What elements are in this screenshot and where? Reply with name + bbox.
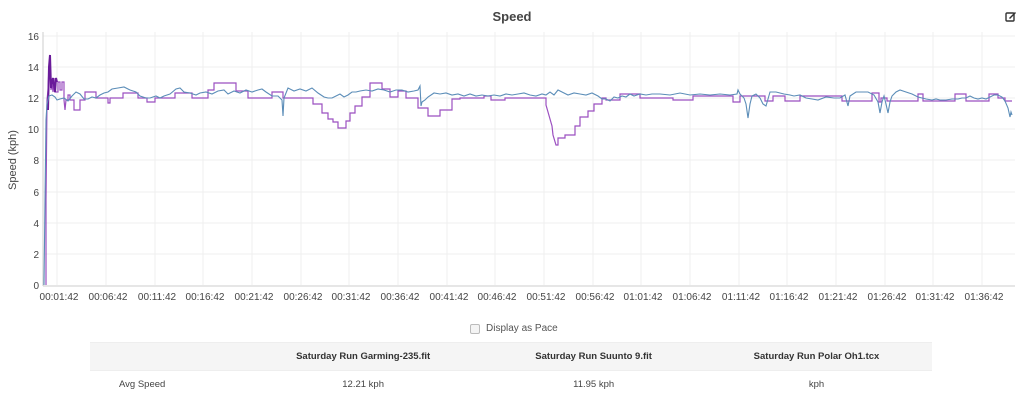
svg-text:00:31:42: 00:31:42 [332,292,371,303]
svg-text:01:31:42: 01:31:42 [916,292,955,303]
svg-text:6: 6 [33,188,39,199]
avg-speed-suunto: 11.95 kph [573,379,615,390]
svg-text:4: 4 [33,219,39,230]
display-as-pace-toggle[interactable]: Display as Pace [470,323,558,334]
svg-text:12: 12 [28,94,40,105]
svg-text:00:11:42: 00:11:42 [138,292,177,303]
stats-table: Saturday Run Garming-235.fit Saturday Ru… [90,342,932,398]
table-row: Avg Speed 12.21 kph 11.95 kph kph [90,371,932,399]
svg-text:00:26:42: 00:26:42 [284,292,323,303]
svg-text:00:41:42: 00:41:42 [430,292,469,303]
svg-text:00:06:42: 00:06:42 [89,292,128,303]
series-suunto-spike [47,54,58,111]
grid-lines [43,32,1015,285]
svg-text:00:56:42: 00:56:42 [576,292,615,303]
edit-icon[interactable] [1005,11,1017,23]
svg-text:00:21:42: 00:21:42 [235,292,274,303]
display-as-pace-label: Display as Pace [486,323,558,334]
svg-text:00:01:42: 00:01:42 [40,292,79,303]
svg-text:01:36:42: 01:36:42 [965,292,1004,303]
svg-text:00:16:42: 00:16:42 [186,292,225,303]
svg-text:8: 8 [33,156,39,167]
svg-text:01:21:42: 01:21:42 [819,292,858,303]
svg-text:10: 10 [28,125,40,136]
svg-text:14: 14 [28,63,40,74]
speed-chart[interactable]: 0 2 4 6 8 10 12 14 16 Speed (kph) 00:01:… [0,0,1024,310]
svg-text:01:06:42: 01:06:42 [673,292,712,303]
svg-text:2: 2 [33,250,39,261]
svg-text:16: 16 [28,32,40,43]
y-axis-label: Speed (kph) [7,130,19,190]
svg-text:00:51:42: 00:51:42 [527,292,566,303]
table-header-row: Saturday Run Garming-235.fit Saturday Ru… [90,342,932,371]
svg-text:00:46:42: 00:46:42 [478,292,517,303]
table-header-empty [90,342,240,371]
svg-text:01:16:42: 01:16:42 [770,292,809,303]
table-header-garmin: Saturday Run Garming-235.fit [240,342,487,371]
svg-text:01:01:42: 01:01:42 [624,292,663,303]
table-header-polar: Saturday Run Polar Oh1.tcx [700,342,932,371]
avg-speed-polar: kph [808,379,825,390]
svg-text:01:11:42: 01:11:42 [722,292,761,303]
svg-text:01:26:42: 01:26:42 [868,292,907,303]
series-garmin-line[interactable] [43,83,1013,286]
avg-speed-garmin: 12.21 kph [342,379,384,390]
series-suunto-line[interactable] [45,54,1012,285]
chart-title: Speed [492,9,532,24]
svg-text:0: 0 [33,281,39,292]
x-tick-labels: 00:01:42 00:06:42 00:11:42 00:16:42 00:2… [40,292,1004,303]
y-tick-labels: 0 2 4 6 8 10 12 14 16 [28,32,40,292]
display-as-pace-checkbox[interactable] [470,323,480,334]
table-header-suunto: Saturday Run Suunto 9.fit [486,342,701,371]
row-label-avg-speed: Avg Speed [119,379,166,390]
svg-text:00:36:42: 00:36:42 [381,292,420,303]
